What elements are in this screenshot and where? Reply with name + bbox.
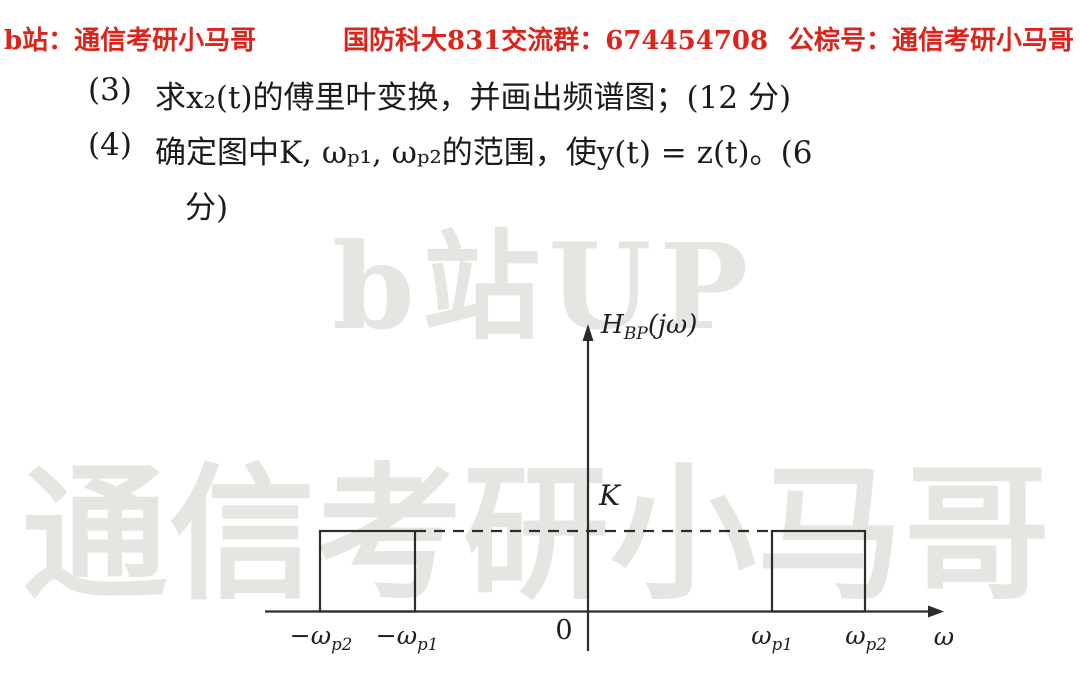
question-3-number: (3) (88, 72, 132, 108)
tick-wp1: ωp1 (751, 623, 792, 654)
question-3-text: 求x₂(t)的傅里叶变换，并画出频谱图；(12 分) (155, 80, 792, 116)
tick-wp1-sub: p1 (771, 635, 793, 654)
question-3-line: (3) 求x₂(t)的傅里叶变换，并画出频谱图；(12 分) (88, 72, 812, 127)
passband-rect-negative (318, 529, 417, 613)
header-group-label: 国防科大831交流群：674454708 (343, 26, 769, 56)
watermark-bottom: 通信考研小马哥 (22, 449, 1051, 620)
tick-wp1-base: ω (751, 621, 772, 650)
y-axis-label-argument: (jω) (647, 310, 698, 340)
tick-neg-wp2: −ωp2 (290, 623, 352, 654)
tick-origin-zero-base: 0 (555, 615, 573, 646)
question-4-number: (4) (88, 127, 132, 163)
question-4-line: (4) 确定图中K, ωₚ₁, ωₚ₂的范围，使y(t) = z(t)。(6 (88, 127, 812, 182)
tick-neg-wp1-base: −ω (375, 621, 418, 650)
tick-neg-wp2-sub: p2 (331, 635, 353, 654)
tick-wp2-base: ω (845, 621, 866, 650)
tick-neg-wp2-base: −ω (289, 621, 332, 650)
passband-rect-positive (770, 529, 867, 613)
question-4-continuation-text: 分) (185, 190, 229, 226)
tick-neg-wp1-sub: p1 (417, 635, 439, 654)
question-4-continuation-line: 分) (88, 182, 812, 237)
tick-wp2-sub: p2 (865, 635, 887, 654)
y-axis-label: HBP(jω) (601, 312, 697, 343)
x-axis-omega-label: ω (934, 624, 954, 649)
header-wechat-label: 公棕号：通信考研小马哥 (788, 26, 1075, 56)
tick-origin-zero: 0 (555, 617, 572, 644)
tick-wp2: ωp2 (845, 623, 886, 654)
header-bilibili-label: b站：通信考研小马哥 (4, 26, 257, 56)
y-axis-label-subscript: BP (623, 324, 648, 345)
watermark-top: b站UP (332, 217, 757, 356)
question-4-text: 确定图中K, ωₚ₁, ωₚ₂的范围，使y(t) = z(t)。(6 (155, 135, 813, 171)
gain-k-label: K (599, 479, 620, 512)
question-block: (3) 求x₂(t)的傅里叶变换，并画出频谱图；(12 分) (4) 确定图中K… (88, 72, 812, 237)
y-axis-arrowhead-icon (582, 324, 594, 341)
x-axis-arrowhead-icon (928, 605, 944, 618)
y-axis-label-base: H (601, 310, 624, 340)
x-axis-omega-label-base: ω (933, 622, 955, 651)
tick-neg-wp1: −ωp1 (376, 623, 438, 654)
